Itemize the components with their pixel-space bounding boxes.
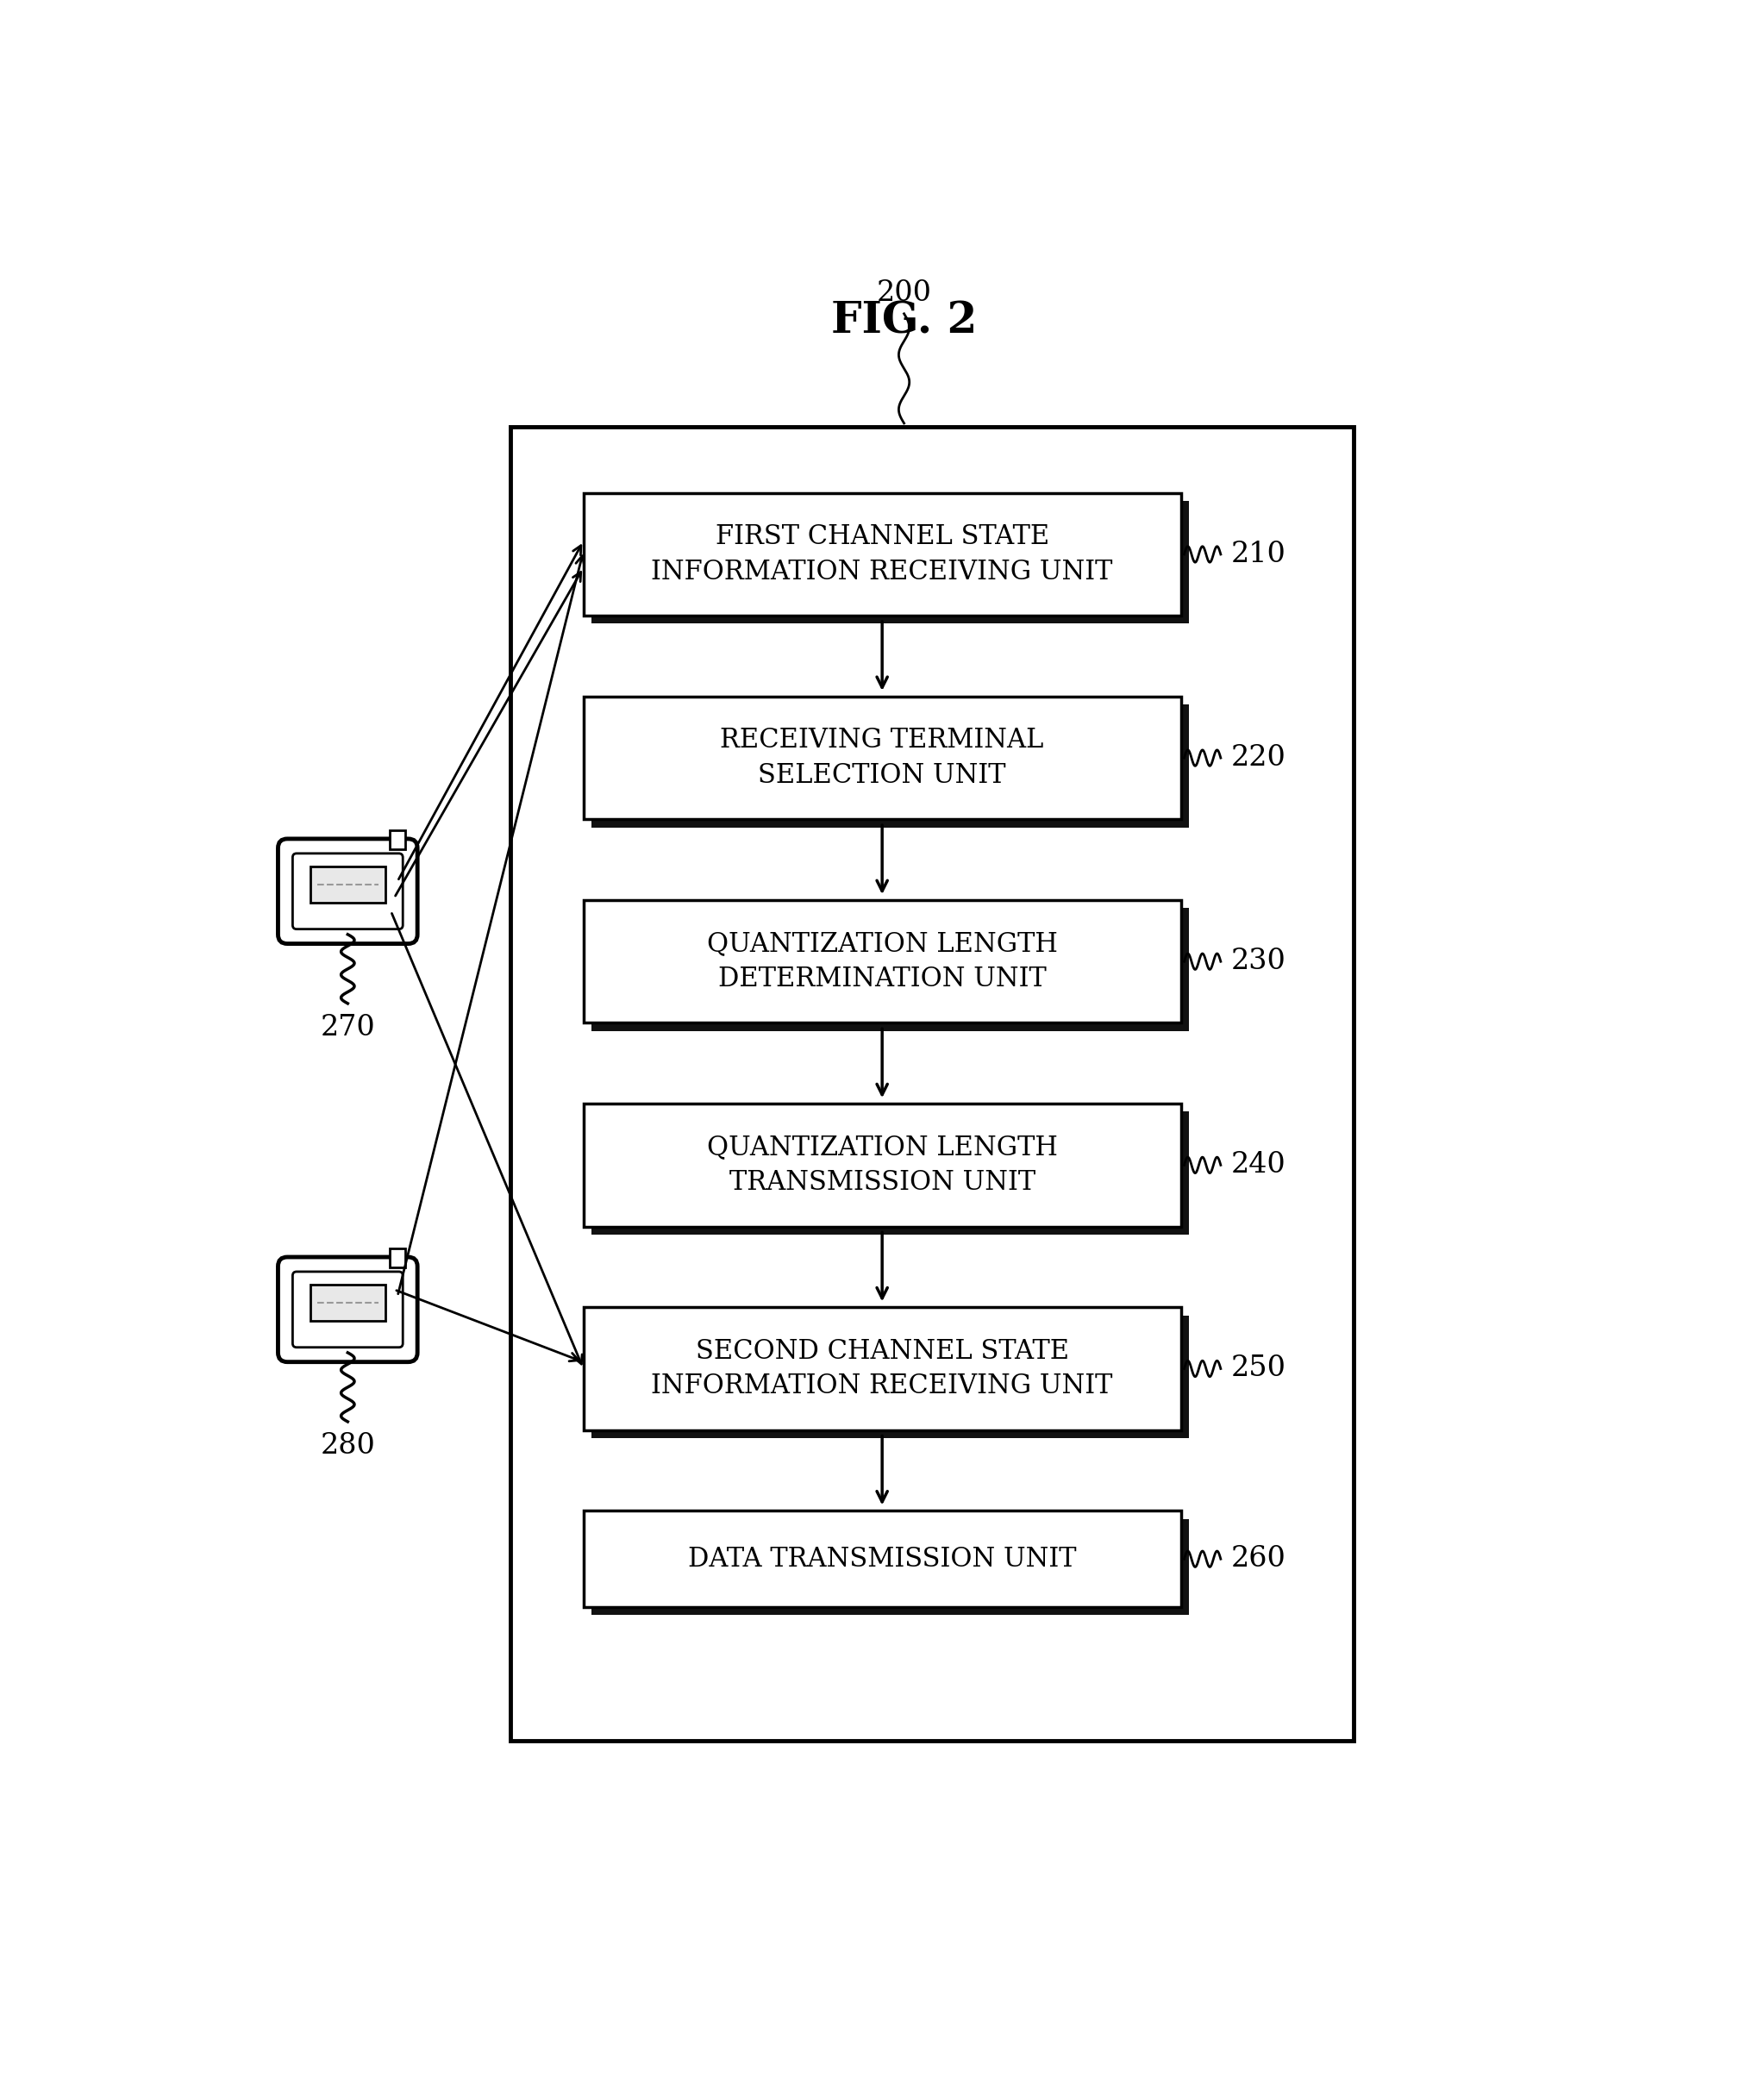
Text: 220: 220: [1231, 744, 1286, 771]
Bar: [390, 1248, 404, 1269]
FancyBboxPatch shape: [279, 839, 418, 944]
Bar: [591, 1519, 1189, 1614]
Bar: [591, 704, 1189, 827]
Bar: [310, 1285, 385, 1321]
Bar: [390, 831, 404, 850]
Bar: [591, 500, 1189, 623]
FancyBboxPatch shape: [279, 1256, 418, 1362]
Bar: [584, 494, 1180, 617]
Bar: [591, 1112, 1189, 1235]
Text: 250: 250: [1231, 1354, 1286, 1383]
Text: 280: 280: [321, 1433, 376, 1460]
Text: RECEIVING TERMINAL
SELECTION UNIT: RECEIVING TERMINAL SELECTION UNIT: [720, 727, 1044, 789]
Bar: [510, 427, 1353, 1741]
Text: FIG. 2: FIG. 2: [831, 300, 977, 344]
Text: 240: 240: [1231, 1152, 1286, 1179]
FancyBboxPatch shape: [293, 1271, 402, 1348]
Bar: [310, 867, 385, 902]
Text: 260: 260: [1231, 1546, 1286, 1573]
Text: SECOND CHANNEL STATE
INFORMATION RECEIVING UNIT: SECOND CHANNEL STATE INFORMATION RECEIVI…: [651, 1337, 1113, 1400]
Text: 270: 270: [321, 1014, 376, 1042]
Text: 200: 200: [877, 279, 931, 306]
Bar: [591, 1314, 1189, 1437]
Text: FIRST CHANNEL STATE
INFORMATION RECEIVING UNIT: FIRST CHANNEL STATE INFORMATION RECEIVIN…: [651, 523, 1113, 585]
Bar: [591, 908, 1189, 1031]
Bar: [584, 1104, 1180, 1227]
FancyBboxPatch shape: [293, 854, 402, 929]
Text: 230: 230: [1231, 948, 1286, 975]
Bar: [584, 1510, 1180, 1608]
Text: QUANTIZATION LENGTH
DETERMINATION UNIT: QUANTIZATION LENGTH DETERMINATION UNIT: [707, 931, 1058, 992]
Text: DATA TRANSMISSION UNIT: DATA TRANSMISSION UNIT: [688, 1546, 1076, 1573]
Bar: [584, 900, 1180, 1023]
Bar: [584, 1308, 1180, 1431]
Text: 210: 210: [1231, 542, 1286, 569]
Bar: [584, 696, 1180, 819]
Text: QUANTIZATION LENGTH
TRANSMISSION UNIT: QUANTIZATION LENGTH TRANSMISSION UNIT: [707, 1135, 1058, 1196]
